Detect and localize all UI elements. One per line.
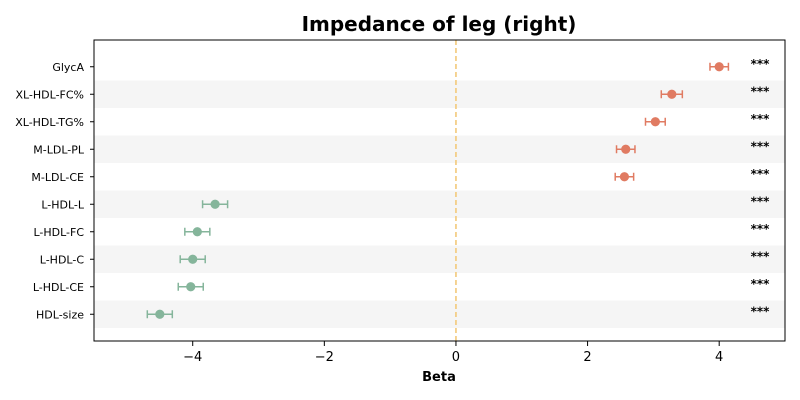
x-tick-label: −2 [315,350,334,365]
y-tick-label: M-LDL-CE [31,171,84,184]
plot-frame [93,39,786,342]
point-marker [210,199,220,209]
significance-label: *** [751,277,771,291]
significance-label: *** [751,222,771,236]
significance-label: *** [751,112,771,126]
point-hdl-size [146,309,174,319]
point-marker [155,309,165,319]
row-band [94,300,785,328]
x-tick-label: −4 [183,350,202,365]
row-band [94,135,785,163]
significance-label: *** [751,139,771,153]
y-tick-label: XL-HDL-FC% [15,88,84,101]
point-m-ldl-ce [614,172,635,182]
point-marker [188,254,198,264]
data-marks [146,62,730,319]
row-band [94,245,785,273]
point-marker [192,227,202,237]
significance-label: *** [751,84,771,98]
y-tick-labels: GlycA XL-HDL-FC% XL-HDL-TG% M-LDL-PL M-LDL-C… [15,61,94,321]
point-marker [667,89,677,99]
x-tick-label: 4 [715,350,723,365]
significance-label: *** [751,304,771,318]
point-marker [621,144,631,154]
significance-labels: *** *** *** *** *** *** *** *** *** *** [751,57,771,319]
point-glyca [709,62,730,72]
y-tick-label: HDL-size [36,308,84,321]
point-xl-hdl-tg- [644,117,666,127]
row-band [94,190,785,218]
x-tick-label: 0 [452,350,460,365]
row-bands [94,80,785,328]
point-marker [650,117,660,127]
point-marker [186,282,196,292]
significance-label: *** [751,194,771,208]
point-marker [619,172,630,182]
y-tick-label: L-HDL-CE [33,281,84,294]
y-tick-label: GlycA [52,61,84,74]
point-l-hdl-c [179,254,206,264]
point-l-hdl-fc [184,227,211,237]
significance-label: *** [751,249,771,263]
point-marker [714,62,724,72]
point-l-hdl-l [201,199,229,209]
point-m-ldl-pl [615,144,636,154]
significance-label: *** [751,57,771,71]
y-tick-label: M-LDL-PL [33,143,85,156]
y-tick-label: L-HDL-C [40,253,85,266]
point-l-hdl-ce [177,282,204,292]
point-xl-hdl-fc- [660,89,684,99]
y-tick-label: L-HDL-L [41,198,85,211]
y-tick-label: L-HDL-FC [33,226,84,239]
y-tick-label: XL-HDL-TG% [15,116,84,129]
chart-title: Impedance of leg (right) [302,12,577,36]
x-axis: −4 −2 0 2 4 [183,341,723,365]
x-tick-label: 2 [583,350,591,365]
x-axis-label: Beta [422,370,456,385]
significance-label: *** [751,167,771,181]
